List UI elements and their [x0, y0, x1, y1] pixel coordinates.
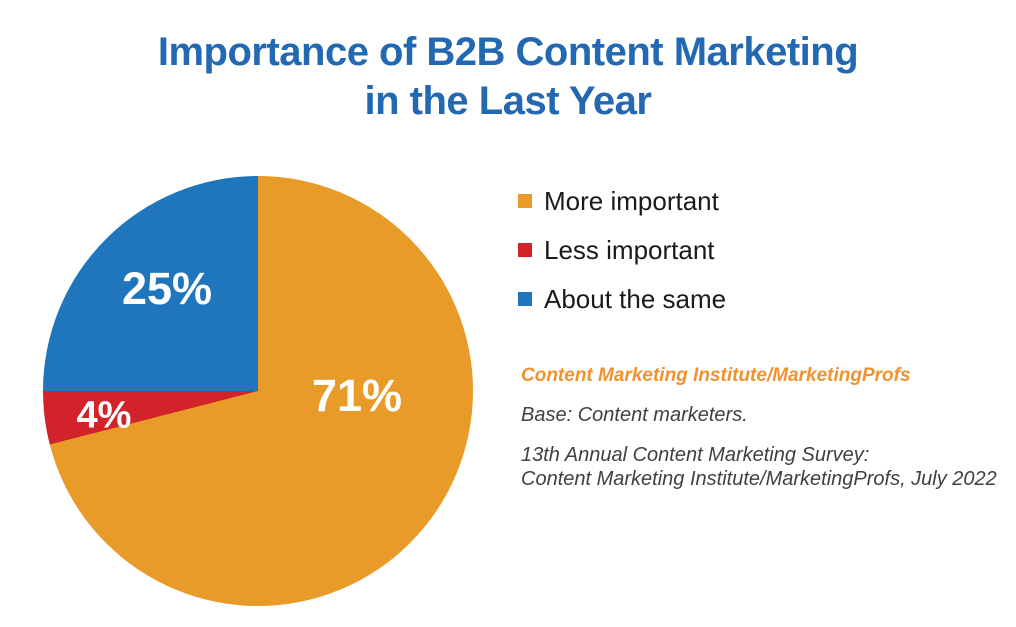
- legend-label: About the same: [544, 284, 727, 314]
- legend: More important Less important About the …: [518, 186, 726, 333]
- source-survey: 13th Annual Content Marketing Survey: Con…: [521, 443, 1011, 491]
- slice-label-less-important: 4%: [76, 394, 132, 437]
- source-block: Content Marketing Institute/MarketingPro…: [521, 365, 1011, 491]
- legend-item-more-important: More important: [518, 186, 726, 216]
- legend-label: Less important: [544, 235, 715, 265]
- source-brand: Content Marketing Institute/MarketingPro…: [521, 365, 911, 386]
- chart-title: Importance of B2B Content Marketing in th…: [0, 28, 1016, 126]
- legend-item-less-important: Less important: [518, 235, 726, 265]
- slice-label-about-the-same: 25%: [121, 263, 213, 314]
- source-survey-line2: Content Marketing Institute/MarketingPro…: [521, 468, 997, 490]
- source-base: Base: Content marketers.: [521, 404, 748, 426]
- legend-swatch-blue-icon: [518, 292, 532, 306]
- pie-graphic: [43, 176, 473, 606]
- legend-label: More important: [544, 186, 719, 216]
- legend-swatch-red-icon: [518, 243, 532, 257]
- source-survey-line1: 13th Annual Content Marketing Survey:: [521, 444, 870, 466]
- legend-item-about-the-same: About the same: [518, 284, 726, 314]
- legend-swatch-orange-icon: [518, 194, 532, 208]
- chart-title-line2: in the Last Year: [364, 79, 652, 124]
- slice-label-more-important: 71%: [311, 370, 403, 421]
- chart-title-line1: Importance of B2B Content Marketing: [157, 30, 859, 74]
- pie-chart: 71% 4% 25%: [43, 176, 473, 606]
